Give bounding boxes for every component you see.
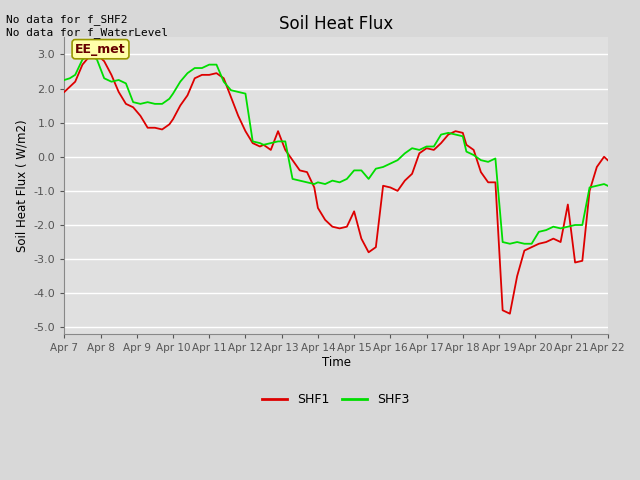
Text: EE_met: EE_met <box>76 43 126 56</box>
Y-axis label: Soil Heat Flux ( W/m2): Soil Heat Flux ( W/m2) <box>15 120 28 252</box>
X-axis label: Time: Time <box>321 356 351 369</box>
Title: Soil Heat Flux: Soil Heat Flux <box>279 15 393 33</box>
Legend: SHF1, SHF3: SHF1, SHF3 <box>257 388 415 411</box>
Text: No data for f_SHF2
No data for f_WaterLevel: No data for f_SHF2 No data for f_WaterLe… <box>6 14 168 38</box>
